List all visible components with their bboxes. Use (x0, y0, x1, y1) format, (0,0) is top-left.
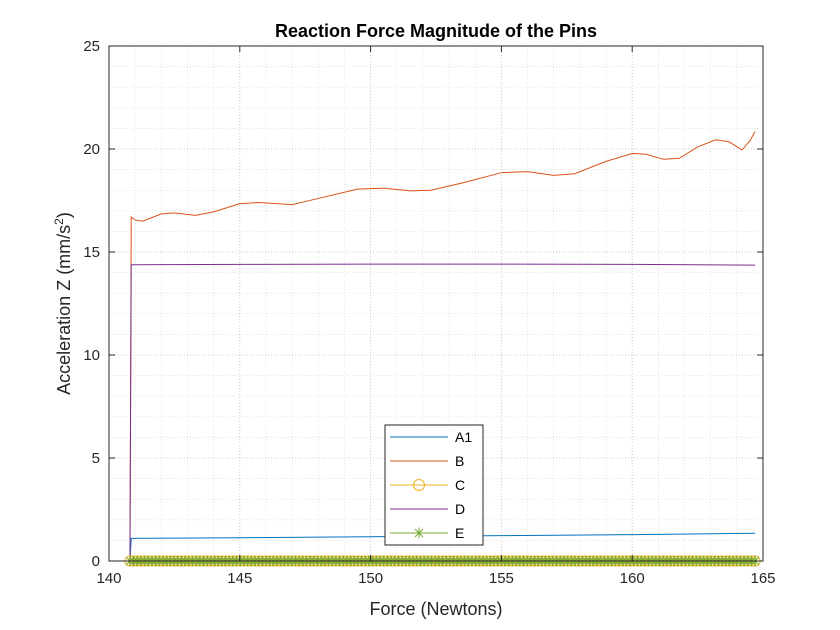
x-tick-label: 155 (489, 570, 514, 587)
circle-marker (413, 479, 425, 491)
series-line-d (129, 263, 756, 562)
y-tick-label: 0 (92, 553, 100, 570)
legend-label: D (455, 501, 465, 517)
axis-ticks (108, 45, 764, 562)
y-tick-label: 5 (92, 450, 100, 467)
legend-label: A1 (455, 429, 472, 445)
legend-label: E (455, 525, 464, 541)
y-tick-label: 20 (83, 141, 100, 158)
series-b (129, 131, 756, 562)
y-axis-label: Acceleration Z (mm/s2) (52, 212, 74, 395)
legend-entry-e: E (390, 525, 464, 541)
series-a1 (129, 532, 756, 562)
x-axis-label: Force (Newtons) (369, 599, 502, 619)
axes-box (108, 45, 764, 562)
x-tick-label: 165 (750, 570, 775, 587)
series-line-a1 (129, 532, 756, 562)
y-tick-label: 25 (83, 38, 100, 55)
chart-title: Reaction Force Magnitude of the Pins (275, 21, 597, 41)
asterisk-marker (413, 527, 425, 539)
legend-label: C (455, 477, 465, 493)
series-line-b (129, 131, 756, 562)
x-tick-label: 160 (620, 570, 645, 587)
y-axis-label-superscript: 2 (52, 218, 66, 225)
tick-labels: 140 145 150 155 160 165 0 5 10 15 20 25 (83, 38, 775, 587)
legend-label: B (455, 453, 464, 469)
y-tick-label: 15 (83, 244, 100, 261)
legend-entry-a1: A1 (390, 429, 472, 445)
legend-entry-b: B (390, 453, 464, 469)
legend-entry-c: C (390, 477, 465, 493)
y-axis-label-close: ) (54, 212, 74, 218)
series-d (129, 263, 756, 562)
asterisk-stroke (414, 528, 424, 538)
legend-entry-d: D (390, 501, 465, 517)
y-tick-label: 10 (83, 347, 100, 364)
y-axis-label-main: Acceleration Z (mm/s (54, 225, 74, 395)
x-tick-label: 140 (96, 570, 121, 587)
x-tick-label: 145 (227, 570, 252, 587)
x-tick-label: 150 (358, 570, 383, 587)
